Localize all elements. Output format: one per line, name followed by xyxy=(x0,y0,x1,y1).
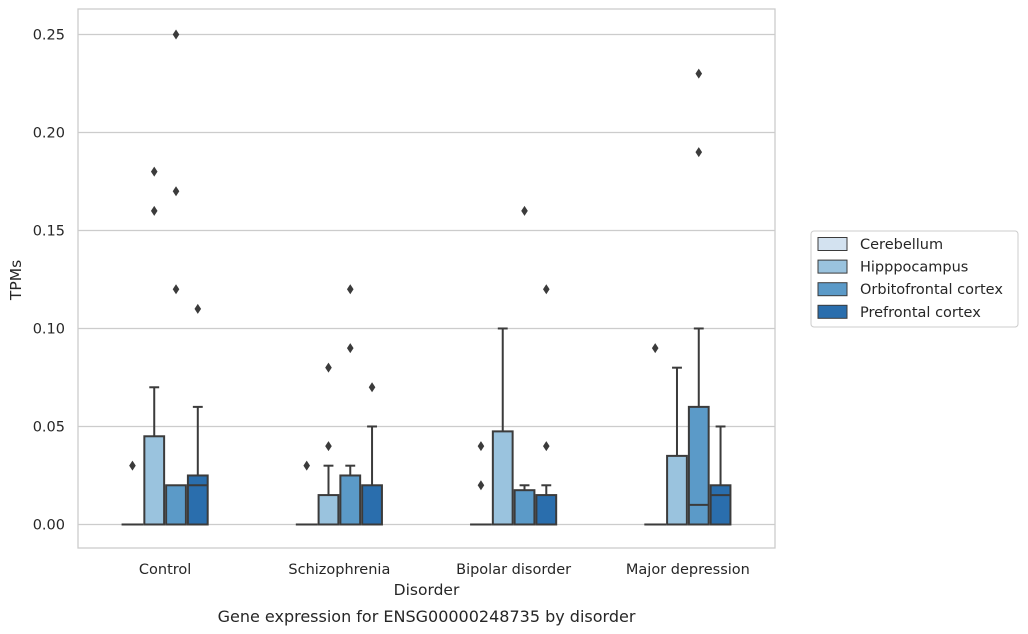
box xyxy=(361,484,383,526)
box xyxy=(143,435,166,526)
outlier-point xyxy=(521,205,528,216)
y-tick-label: 0.20 xyxy=(33,125,65,141)
outlier-point xyxy=(172,186,180,197)
outlier-point xyxy=(651,343,659,354)
box-group xyxy=(143,166,166,526)
y-tick-label: 0.25 xyxy=(33,27,65,43)
legend-frame xyxy=(810,230,1019,328)
box-group xyxy=(687,68,710,526)
y-tick-label: 0.05 xyxy=(33,419,65,435)
box-group xyxy=(644,343,667,526)
x-axis-title: Disorder xyxy=(394,581,460,599)
y-tick-label: 0.10 xyxy=(33,321,65,337)
box xyxy=(339,474,362,526)
outlier-point xyxy=(325,362,332,373)
y-tick-label: 0.00 xyxy=(33,517,65,533)
plot-marks xyxy=(121,29,732,526)
box-group xyxy=(295,460,318,526)
legend-swatch xyxy=(817,237,848,251)
outlier-point xyxy=(194,303,202,314)
legend-label: Hipppocampus xyxy=(860,260,968,276)
legend-label: Prefrontal cortex xyxy=(860,305,981,321)
y-tick-labels: 0.00 0.05 0.10 0.15 0.20 0.25 xyxy=(33,27,65,533)
x-tick-label: Bipolar disorder xyxy=(456,562,571,578)
legend: Cerebellum Hipppocampus Orbitofrontal cort… xyxy=(810,230,1019,328)
box xyxy=(666,454,688,526)
outlier-point xyxy=(542,284,550,295)
box xyxy=(687,405,710,526)
x-tick-label: Schizophrenia xyxy=(288,562,390,578)
y-axis-title: TPMs xyxy=(7,260,25,301)
box-group xyxy=(535,284,558,526)
box xyxy=(535,494,558,526)
y-tick-label: 0.15 xyxy=(33,223,65,239)
x-tick-labels: Control Schizophrenia Bipolar disorder Majo… xyxy=(139,562,750,578)
outlier-point xyxy=(542,441,550,452)
box xyxy=(317,494,340,526)
box-group xyxy=(317,362,340,526)
legend-swatch xyxy=(817,304,848,319)
box-group xyxy=(491,327,514,526)
outlier-point xyxy=(695,147,703,158)
box-group xyxy=(361,382,383,526)
outlier-point xyxy=(325,441,332,452)
legend-swatch xyxy=(817,282,848,297)
box xyxy=(513,489,536,526)
box-group xyxy=(709,425,732,526)
outlier-point xyxy=(695,68,703,79)
outlier-point xyxy=(150,166,158,177)
legend-label: Cerebellum xyxy=(860,237,943,253)
x-tick-label: Major depression xyxy=(626,562,750,578)
legend-swatch xyxy=(817,259,848,274)
x-tick-label: Control xyxy=(139,562,191,578)
plot-frame xyxy=(77,8,776,549)
chart-caption: Gene expression for ENSG00000248735 by d… xyxy=(218,607,636,626)
outlier-point xyxy=(346,343,354,354)
outlier-point xyxy=(303,460,311,471)
outlier-point xyxy=(477,441,485,452)
box-group xyxy=(186,303,209,526)
box xyxy=(186,474,209,526)
outlier-point xyxy=(346,284,354,295)
outlier-point xyxy=(368,382,376,393)
outlier-point xyxy=(172,29,180,40)
outlier-point xyxy=(150,205,158,216)
box xyxy=(491,430,514,526)
box-group xyxy=(165,29,187,526)
outlier-point xyxy=(129,460,136,471)
outlier-point xyxy=(172,284,180,295)
outlier-point xyxy=(477,480,485,491)
box-group xyxy=(339,284,362,526)
box-group xyxy=(121,460,144,526)
box-group xyxy=(666,366,688,526)
box-group xyxy=(513,205,536,526)
box-group xyxy=(470,441,492,526)
box xyxy=(165,484,187,526)
legend-label: Orbitofrontal cortex xyxy=(860,282,1003,298)
box xyxy=(709,484,732,526)
